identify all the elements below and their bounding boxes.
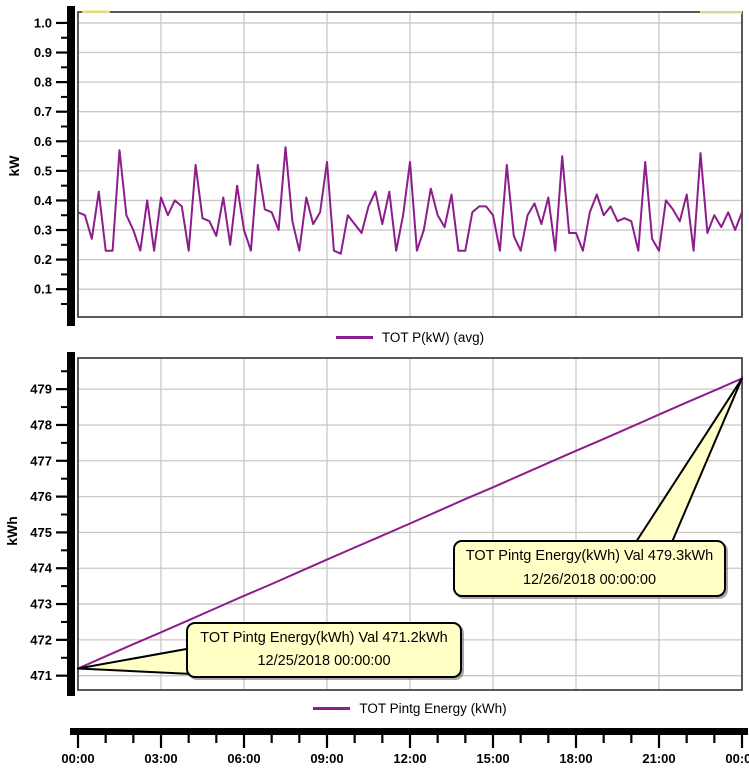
y-tick-label: 0.8 [34,75,52,90]
y-tick-label: 0.4 [34,193,53,208]
bottom-chart-legend: TOT Pintg Energy (kWh) [78,700,742,716]
callout-timestamp-text: 12/25/2018 00:00:00 [257,653,391,669]
top-chart-legend: TOT P(kW) (avg) [78,329,742,345]
y-tick-label: 477 [30,453,52,468]
x-tick-label: 06:00 [227,751,260,766]
highlight-artifact-right [700,11,742,14]
plot-border [77,357,743,691]
callout-value-text: TOT Pintg Energy(kWh) Val 479.3kWh [465,548,714,565]
highlight-artifact-left [82,10,110,13]
y-tick-label: 473 [30,597,52,612]
x-tick-label: 12:00 [393,751,426,766]
x-tick-label: 09:00 [310,751,343,766]
x-axis-bar [70,728,748,735]
legend-line-swatch [313,706,351,710]
x-tick-label: 00:00 [61,751,94,766]
y-tick-label: 1.0 [34,15,52,30]
x-tick-label: 00:00 [725,751,749,766]
shared-time-axis: 00:00 03:00 06:00 09:00 12:00 15:00 18:00 21:00… [61,728,749,766]
series-line [77,377,743,670]
data-callout-start-value[interactable]: TOT Pintg Energy(kWh) Val 471.2kWh 12/25… [186,622,462,678]
y-tick-label: 476 [30,489,52,504]
plot-border [77,11,743,318]
x-tick-label: 15:00 [476,751,509,766]
legend-line-swatch [335,335,373,339]
y-tick-label: 0.7 [34,104,52,119]
y-axis-bar [67,6,75,326]
data-callout-end-value[interactable]: TOT Pintg Energy(kWh) Val 479.3kWh 12/26… [453,540,726,597]
y-tick-label: 0.2 [34,252,52,267]
y-tick-label: 475 [30,525,52,540]
top-legend-label: TOT P(kW) (avg) [381,329,485,345]
x-tick-label: 18:00 [559,751,592,766]
y-tick-label: 0.5 [34,163,52,178]
y-tick-label: 471 [30,668,52,683]
callout-value-text: TOT Pintg Energy(kWh) Val 471.2kWh [200,629,448,646]
y-tick-label: 478 [30,417,52,432]
x-tick-label: 03:00 [144,751,177,766]
y-tick-label: 474 [30,561,52,576]
y-tick-label: 0.3 [34,223,52,238]
callout-timestamp-text: 12/26/2018 00:00:00 [522,571,657,588]
series-line [77,146,743,255]
y-tick-label: 0.6 [34,134,52,149]
top-chart-power-plot[interactable]: 0.1 0.2 0.3 0.4 0.5 0.6 0.7 0.8 0.9 1.0 [0,0,749,348]
y-axis-bar [67,352,75,696]
y-tick-label: 0.9 [34,45,52,60]
y-tick-label: 479 [30,382,52,397]
bottom-legend-label: TOT Pintg Energy (kWh) [359,700,507,716]
y-tick-label: 472 [30,632,52,647]
x-tick-label: 21:00 [642,751,675,766]
y-tick-label: 0.1 [34,282,52,297]
